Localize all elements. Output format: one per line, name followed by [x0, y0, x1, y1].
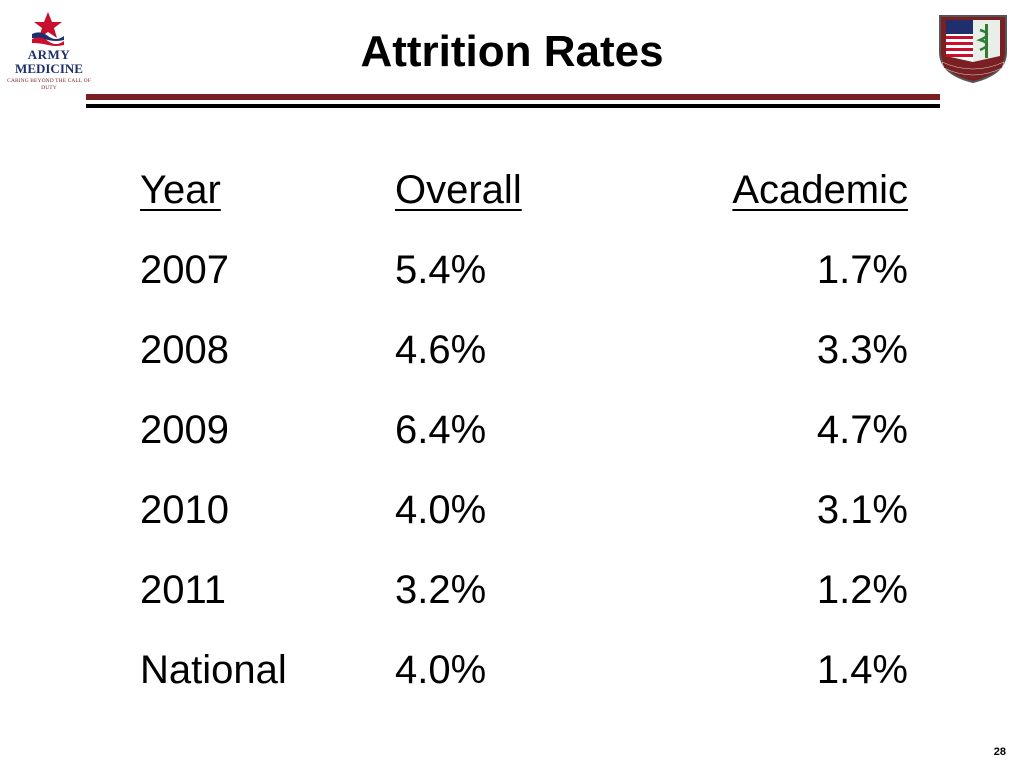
row-year: 2007 [140, 248, 229, 292]
row-academic: 3.1% [816, 488, 908, 532]
row-overall: 4.6% [395, 328, 487, 372]
row-academic: 1.7% [816, 248, 908, 292]
army-medical-crest [936, 12, 1010, 84]
logo-tagline: CARING BEYOND THE CALL OF DUTY [7, 78, 91, 91]
row-year: 2008 [140, 328, 229, 372]
row-academic: 4.7% [816, 408, 908, 452]
crest-shield-icon [939, 15, 1007, 84]
row-year: 2009 [140, 408, 229, 452]
row-academic: 3.3% [816, 328, 908, 372]
header-rule-black [86, 104, 940, 108]
row-overall: 4.0% [395, 648, 487, 692]
header-overall: Overall [395, 168, 522, 212]
star-flag-icon [32, 12, 64, 46]
row-overall: 3.2% [395, 568, 487, 612]
row-year: 2010 [140, 488, 229, 532]
page-title: Attrition Rates [360, 27, 664, 76]
header-year: Year [140, 168, 221, 212]
row-academic: 1.4% [816, 648, 908, 692]
row-overall: 6.4% [395, 408, 487, 452]
page-number: 28 [993, 746, 1006, 758]
army-medicine-logo: ARMY MEDICINE CARING BEYOND THE CALL OF … [6, 12, 92, 92]
logo-text-medicine: MEDICINE [15, 61, 83, 76]
row-year: National [140, 648, 287, 692]
row-overall: 5.4% [395, 248, 487, 292]
header-academic: Academic [732, 168, 908, 212]
row-academic: 1.2% [816, 568, 908, 612]
logo-text-army: ARMY [27, 47, 71, 62]
row-year: 2011 [140, 568, 227, 612]
header-rule-red [86, 94, 940, 100]
row-overall: 4.0% [395, 488, 487, 532]
